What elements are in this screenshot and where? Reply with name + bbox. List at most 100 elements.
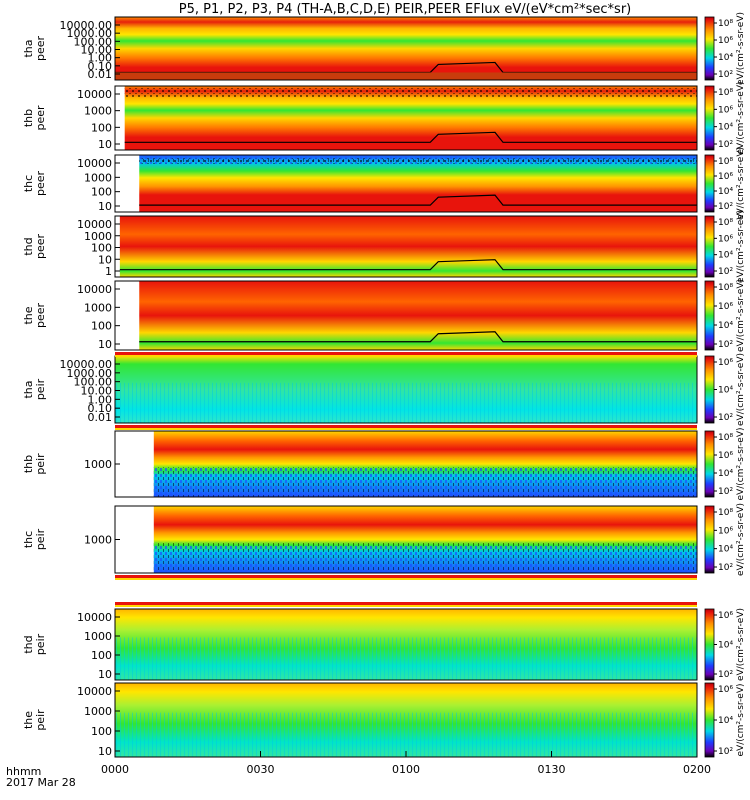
panel-probe-label: thc [22, 531, 35, 548]
colorbar-tick-label: 10⁴ [718, 187, 733, 197]
panel-probe-label: thb [22, 109, 35, 127]
y-tick-label: 1000.00 [67, 367, 113, 380]
y-tick-label: 1000 [84, 230, 112, 243]
colorbar-title: eV/(cm²-s-sr-eV) [736, 427, 746, 500]
y-tick-label: 100 [91, 121, 112, 134]
colorbar-tick-label: 10⁴ [718, 469, 733, 479]
y-tick-label: 100 [91, 242, 112, 255]
colorbar-tick-label: 10² [718, 487, 733, 497]
colorbar-tick-label: 10⁶ [718, 451, 733, 461]
x-tick-label: 0000 [101, 763, 129, 776]
spectrogram-thd-peer [119, 216, 698, 277]
colorbar-tick-label: 10⁶ [718, 526, 733, 536]
y-tick-label: 1000 [84, 105, 112, 118]
colorbar [704, 16, 715, 81]
colorbar-tick-label: 10² [718, 670, 733, 680]
colorbar-tick-label: 10² [718, 202, 733, 212]
colorbar-tick-label: 10⁴ [718, 123, 733, 133]
spacecraft-potential-line [139, 331, 697, 343]
y-tick-label: 10000 [77, 283, 112, 296]
y-tick-label: 10 [98, 338, 112, 351]
y-tick-label: 10000 [77, 88, 112, 101]
colorbar-tick-label: 10² [718, 340, 733, 350]
noise-streaks [115, 712, 697, 757]
colorbar [704, 682, 715, 758]
panel-thb-peir: 1000 thb peir 10⁸ 10⁶ 10⁴ 10² eV/(cm²-s-sr-eV) [22, 427, 746, 500]
colorbar-title: eV/(cm²-s-sr-eV) [736, 81, 746, 154]
flag-segment [115, 428, 697, 430]
y-tick-label: 1000 [84, 301, 112, 314]
low-energy-band [115, 72, 697, 80]
y-tick-label: 10 [98, 253, 112, 266]
y-tick-label: 0.10 [88, 60, 113, 73]
colorbar-title: eV/(cm²-s-sr-eV) [736, 279, 746, 352]
panel-probe-label: tha [22, 380, 35, 398]
y-tick-label: 10000.00 [60, 19, 113, 32]
spectrogram-the-peer [139, 281, 697, 350]
y-tick-label: 10000 [77, 685, 112, 698]
x-tick-label: 0200 [683, 763, 711, 776]
colorbar-tick-label: 10⁸ [718, 19, 733, 29]
colorbar-tick-label: 10² [718, 747, 733, 757]
noise-band [153, 467, 698, 497]
y-tick-label: 100 [91, 649, 112, 662]
flag-segment [115, 352, 697, 355]
noise-band [124, 88, 697, 97]
flag-segment [115, 355, 697, 357]
panel-species-label: peir [34, 633, 47, 655]
y-tick-label: 1.00 [88, 52, 113, 65]
y-tick-label: 100.00 [74, 35, 113, 48]
colorbar [704, 608, 715, 681]
colorbar-title: eV/(cm²-s-sr-eV) [736, 683, 746, 756]
colorbar-tick-label: 10⁸ [718, 88, 733, 98]
colorbar-tick-label: 10⁶ [718, 611, 733, 621]
flag-segment [115, 605, 697, 607]
flag-segment [115, 578, 697, 580]
panel-species-label: peer [34, 171, 47, 197]
y-tick-label: 10000 [77, 611, 112, 624]
panel-species-label: peir [34, 709, 47, 731]
panel-probe-label: thb [22, 455, 35, 473]
colorbar [704, 85, 715, 151]
colorbar-tick-label: 10⁴ [718, 386, 733, 396]
colorbar [704, 154, 715, 213]
colorbar-tick-label: 10⁸ [718, 433, 733, 443]
panel-species-label: peir [34, 378, 47, 400]
colorbar-tick-label: 10² [718, 267, 733, 277]
y-tick-label: 100 [91, 725, 112, 738]
colorbar-tick-label: 10⁴ [718, 545, 733, 555]
quality-flag-bar [115, 425, 697, 430]
colorbar-tick-label: 10⁶ [718, 685, 733, 695]
panel-species-label: peir [34, 528, 47, 550]
colorbar-tick-label: 10⁴ [718, 321, 733, 331]
colorbar [704, 280, 715, 351]
y-tick-label: 1000.00 [67, 27, 113, 40]
colorbar-title: eV/(cm²-s-sr-eV) [736, 353, 746, 426]
noise-streaks [115, 637, 697, 680]
colorbar-tick-label: 10⁸ [718, 508, 733, 518]
colorbar-title: eV/(cm²-s-sr-eV) [736, 503, 746, 576]
colorbar-tick-label: 10⁶ [718, 234, 733, 244]
colorbar-tick-label: 10⁴ [718, 641, 733, 651]
colorbar-tick-label: 10⁴ [718, 53, 733, 63]
colorbar-tick-label: 10⁶ [718, 105, 733, 115]
plot-date-label: 2017 Mar 28 [6, 776, 76, 789]
flag-segment [115, 602, 697, 605]
colorbar-title: eV/(cm²-s-sr-eV) [736, 608, 746, 681]
noise-streaks [115, 382, 697, 423]
panel-frame [114, 154, 698, 213]
panel-probe-label: tha [22, 39, 35, 57]
colorbar [704, 430, 715, 498]
y-tick-label: 10 [98, 138, 112, 151]
panel-probe-label: thd [22, 237, 35, 255]
colorbar-tick-label: 10⁴ [718, 716, 733, 726]
flag-segment [115, 425, 697, 428]
y-tick-label: 10 [98, 200, 112, 213]
y-tick-label: 0.01 [88, 68, 113, 81]
panel-probe-label: thd [22, 635, 35, 653]
y-tick-label: 100 [91, 320, 112, 333]
spacecraft-potential-line [139, 194, 697, 206]
x-tick-label: 0100 [392, 763, 420, 776]
panel-thc-peir: 1000 thc peir 10⁸ 10⁶ 10⁴ 10² eV/(cm²-s-sr-eV) [22, 503, 746, 576]
